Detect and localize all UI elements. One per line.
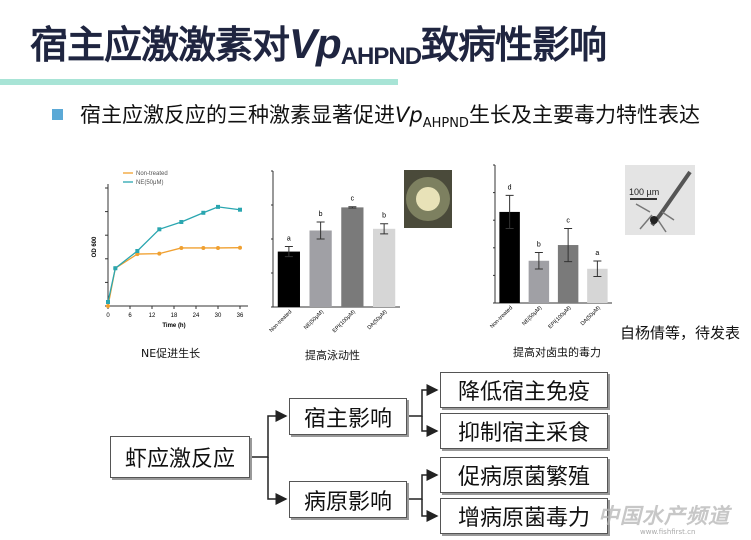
bar	[528, 260, 550, 303]
data-point	[113, 266, 118, 271]
series-line	[107, 206, 241, 303]
x-tick-label: 36	[237, 313, 244, 319]
x-tick-label: 0	[106, 313, 110, 319]
x-tick-label: 30	[215, 313, 222, 319]
virulence-caption: 提高对卤虫的毒力	[513, 346, 601, 359]
significance-letter: c	[566, 217, 570, 224]
watermark-url: www.fishfirst.cn	[640, 528, 696, 536]
bullet-text: 宿主应激反应的三种激素显著促进VpAHPND生长及主要毒力特性表达	[80, 103, 700, 132]
bar	[341, 207, 364, 307]
petri-dish-photo	[404, 170, 452, 228]
host-node: 宿主影响	[289, 398, 407, 435]
bar	[277, 251, 300, 307]
error-bar	[380, 223, 389, 235]
bar	[499, 211, 520, 303]
x-tick-label: 6	[128, 313, 132, 319]
x-tick-label: 18	[171, 313, 178, 319]
bullet-icon	[52, 109, 63, 120]
title-divider	[0, 79, 398, 85]
bar	[557, 245, 579, 303]
error-bar	[534, 251, 543, 270]
root-node: 虾应激反应	[110, 436, 250, 478]
virulence-chart: dNon-treatedbNE(50μM)cEPI(100μM)aDA(50μM…	[489, 164, 612, 330]
significance-letter: b	[382, 213, 386, 220]
significance-letter: b	[537, 241, 541, 248]
data-point	[216, 204, 220, 209]
data-point	[238, 207, 242, 212]
legend-label: NE(50μM)	[136, 180, 163, 186]
x-tick-label: 12	[149, 313, 156, 319]
data-point	[135, 249, 140, 254]
scale-bar-label: 100 µm	[629, 187, 659, 197]
error-bar	[348, 206, 357, 209]
bar	[587, 268, 608, 303]
data-point	[106, 304, 110, 308]
pathogen-item: 促病原菌繁殖	[440, 457, 608, 493]
bar	[373, 228, 396, 307]
data-point	[179, 245, 184, 250]
data-point	[179, 219, 184, 224]
data-point	[135, 252, 140, 257]
x-tick-label: 24	[193, 313, 200, 319]
growth-chart: 0 6 12 18 24 30 36 Time (h) OD 600 Non-treated NE(…	[92, 171, 248, 329]
data-point	[216, 245, 220, 250]
host-item: 抑制宿主采食	[440, 413, 608, 449]
bar	[309, 230, 332, 307]
error-bar	[564, 227, 573, 263]
data-point	[238, 245, 242, 250]
x-axis-label: Time (h)	[162, 323, 185, 329]
significance-letter: a	[595, 250, 599, 257]
error-bar	[593, 260, 602, 278]
pathogen-node: 病原影响	[289, 481, 407, 518]
error-bar	[284, 245, 293, 258]
host-item: 降低宿主免疫	[440, 372, 608, 408]
watermark: 中国水产频道	[598, 503, 730, 528]
error-bar	[316, 221, 325, 240]
data-point	[157, 227, 162, 232]
error-bar	[505, 194, 514, 229]
data-point	[201, 245, 206, 250]
pathogen-item: 增病原菌毒力	[440, 498, 608, 534]
y-axis-label: OD 600	[92, 236, 98, 257]
motility-caption: 提高泳动性	[305, 349, 360, 362]
legend-label: Non-treated	[136, 171, 168, 177]
artemia-photo: 100 µm	[625, 165, 695, 235]
charts: 0 6 12 18 24 30 36 Time (h) OD 600 Non-treated NE(…	[92, 164, 695, 334]
slide-title: 宿主应激激素对VpAHPND致病性影响	[30, 20, 607, 70]
data-point	[157, 251, 162, 256]
significance-letter: d	[508, 184, 512, 191]
significance-letter: b	[319, 211, 323, 218]
significance-letter: a	[287, 235, 291, 242]
data-point	[201, 210, 206, 215]
significance-letter: c	[351, 196, 355, 203]
credit-text: 自杨倩等，待发表	[620, 324, 741, 342]
data-point	[106, 299, 110, 304]
growth-caption: NE促进生长	[141, 347, 201, 360]
